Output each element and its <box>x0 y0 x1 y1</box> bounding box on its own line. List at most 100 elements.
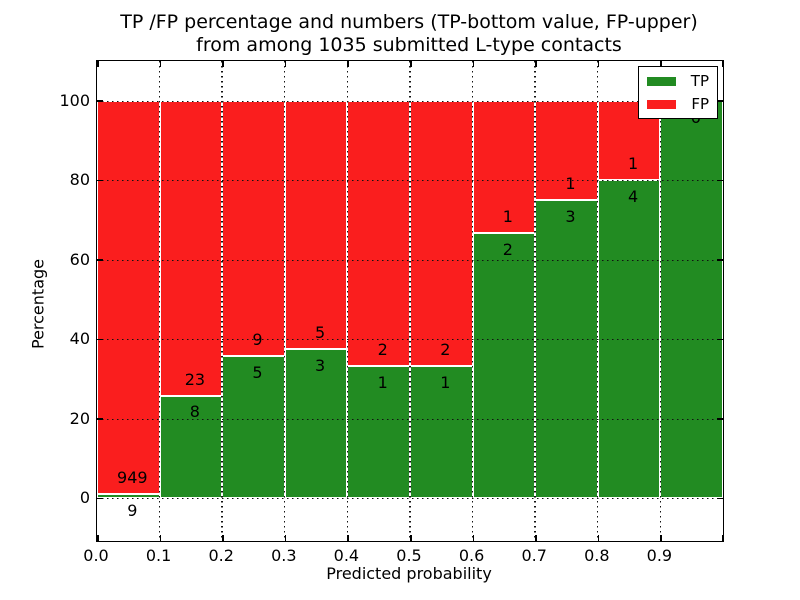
x-tick-mark <box>222 535 224 541</box>
x-tick-mark <box>535 535 537 541</box>
x-tick-label: 0.0 <box>83 546 109 565</box>
x-tick-label: 0.7 <box>521 546 547 565</box>
gridline-v <box>158 61 161 541</box>
fp-count-label: 1 <box>502 207 513 227</box>
gridline-v <box>659 61 662 541</box>
x-tick-mark <box>660 61 662 67</box>
plot-area: 94992389553212112131406 TP FP <box>96 60 724 542</box>
tp-count-label: 5 <box>252 363 263 383</box>
bar-segment-tp <box>284 349 348 499</box>
x-tick-mark <box>159 61 162 67</box>
gridline-h <box>97 339 723 341</box>
y-tick-label: 0 <box>79 488 90 508</box>
y-tick-mark <box>97 418 103 420</box>
gridline-v-dots <box>659 61 662 541</box>
legend-entry-fp: FP <box>647 96 709 112</box>
bar-segment-tp <box>347 365 410 499</box>
gridline-v <box>221 61 224 541</box>
y-tick-mark <box>97 100 103 102</box>
x-tick-mark <box>472 535 475 541</box>
x-tick-mark <box>347 535 349 541</box>
x-tick-mark <box>721 535 723 541</box>
bar-segment-fp <box>97 100 160 495</box>
y-tick-mark <box>717 259 723 261</box>
bar-segment-tp <box>535 200 598 499</box>
x-tick-label: 0.2 <box>208 546 234 565</box>
y-tick-mark <box>717 179 723 182</box>
gridline-v <box>471 61 474 541</box>
legend-swatch-fp-icon <box>647 99 676 109</box>
legend: TP FP <box>638 66 718 119</box>
y-tick-mark <box>717 497 723 500</box>
gridline-v <box>346 61 349 541</box>
gridline-h <box>97 100 723 102</box>
legend-swatch-tp-icon <box>647 76 676 86</box>
x-tick-mark <box>597 535 600 541</box>
gridline-h <box>97 418 723 420</box>
tp-count-label: 9 <box>127 501 138 521</box>
gridline-h <box>97 180 723 182</box>
gridline-v-dots <box>221 61 223 541</box>
y-tick-label: 60 <box>69 249 90 269</box>
x-tick-mark <box>721 61 723 67</box>
x-axis-label: Predicted probability <box>326 564 492 583</box>
bar-segment-fp <box>222 100 285 357</box>
y-tick-label: 100 <box>59 90 90 110</box>
x-tick-mark <box>472 61 475 67</box>
title-line-2: from among 1035 submitted L-type contact… <box>196 34 622 56</box>
gridline-v-dots <box>534 61 536 541</box>
y-tick-label: 80 <box>69 170 90 190</box>
y-tick-mark <box>717 418 723 420</box>
gridline-v-dots <box>409 61 411 541</box>
x-tick-label: 0.4 <box>333 546 360 565</box>
gridline-v-dots <box>597 61 599 541</box>
gridline-v-dots <box>158 61 161 541</box>
bar-segment-fp <box>347 100 410 366</box>
legend-entry-tp: TP <box>647 73 709 89</box>
fp-count-label: 1 <box>565 174 576 194</box>
gridline-h <box>97 498 723 500</box>
x-tick-mark <box>284 61 287 67</box>
fp-count-label: 5 <box>315 323 326 343</box>
tp-count-label: 2 <box>502 240 513 260</box>
gridline-v <box>534 61 537 541</box>
x-tick-label: 0.3 <box>271 546 297 565</box>
fp-count-label: 949 <box>117 468 148 488</box>
legend-label-fp: FP <box>691 95 709 113</box>
fp-count-label: 23 <box>184 369 206 389</box>
x-tick-mark <box>535 61 537 67</box>
x-tick-label: 0.1 <box>145 546 172 565</box>
tp-count-label: 3 <box>565 207 576 227</box>
fp-count-label: 9 <box>252 330 263 350</box>
x-tick-mark <box>410 61 412 67</box>
bar-segment-fp <box>535 100 598 201</box>
tp-count-label: 1 <box>377 372 388 392</box>
x-tick-mark <box>410 535 412 541</box>
x-tick-label: 0.9 <box>646 546 673 565</box>
bar-segment-fp <box>410 100 473 366</box>
gridline-v <box>596 61 599 541</box>
x-tick-label: 0.8 <box>584 546 610 565</box>
bar-segment-fp <box>159 100 223 396</box>
gridline-v-dots <box>346 61 349 541</box>
bar-segment-fp <box>472 100 536 234</box>
gridline-v-dots <box>471 61 474 541</box>
tp-count-label: 8 <box>189 402 200 422</box>
x-tick-mark <box>159 535 162 541</box>
y-tick-label: 20 <box>69 408 90 428</box>
y-tick-mark <box>717 100 723 102</box>
y-tick-mark <box>97 497 103 500</box>
x-tick-mark <box>222 61 224 67</box>
y-tick-mark <box>97 179 103 182</box>
y-tick-mark <box>97 338 103 341</box>
x-tick-mark <box>97 61 99 67</box>
x-tick-label: 0.5 <box>396 546 422 565</box>
x-tick-mark <box>97 535 99 541</box>
y-tick-mark <box>717 338 723 341</box>
gridline-v-dots <box>284 61 286 541</box>
bar-segment-tp <box>660 100 723 499</box>
y-tick-mark <box>97 259 103 261</box>
x-tick-mark <box>347 61 349 67</box>
y-tick-label: 40 <box>69 329 90 349</box>
tp-count-label: 1 <box>440 372 451 392</box>
